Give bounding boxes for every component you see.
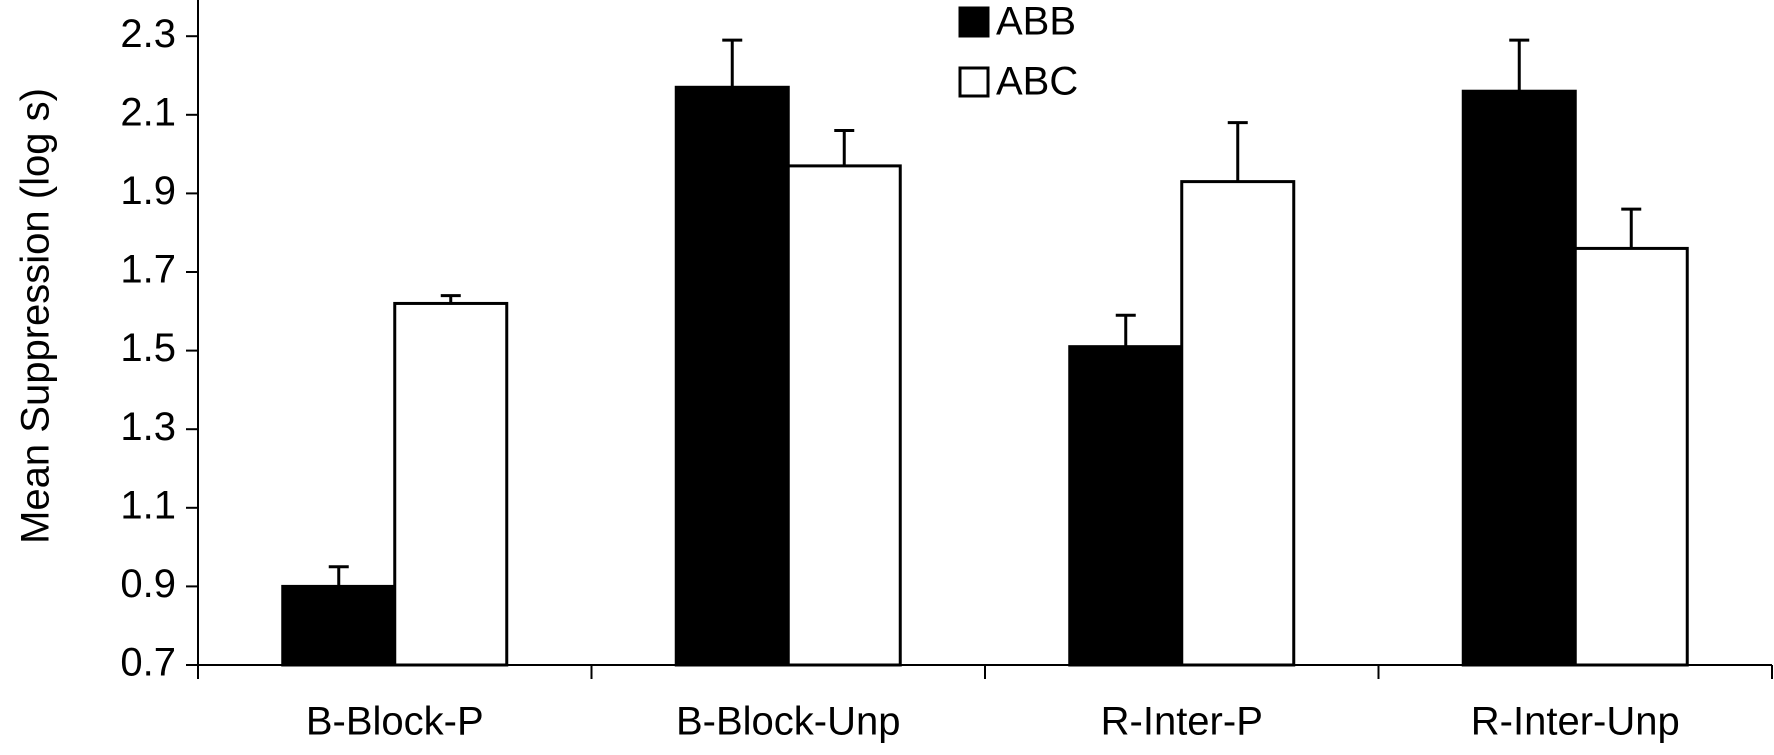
legend-label-abc: ABC (996, 60, 1078, 104)
y-axis-title: Mean Suppression (log s) (14, 88, 58, 544)
y-tick-label-7: 2.1 (120, 90, 176, 134)
legend-swatch-abb (958, 6, 990, 38)
bar-abc-0 (393, 301, 509, 667)
bar-abb-2 (1068, 345, 1184, 667)
bar-abc-3 (1573, 246, 1689, 667)
bar-abb-0 (281, 584, 397, 667)
bar-abb-3 (1461, 89, 1577, 667)
y-tick-label-5: 1.7 (120, 248, 176, 292)
y-tick-label-3: 1.3 (120, 405, 176, 449)
y-tick-label-0: 0.7 (120, 641, 176, 685)
x-category-label-3: R-Inter-Unp (1471, 700, 1680, 744)
x-category-label-0: B-Block-P (306, 700, 484, 744)
legend-swatch-abc (958, 66, 990, 98)
bar-abb-1 (674, 85, 790, 667)
x-category-label-1: B-Block-Unp (676, 700, 901, 744)
y-tick-label-4: 1.5 (120, 326, 176, 370)
legend-label-abb: ABB (996, 0, 1076, 44)
bar-abc-1 (786, 164, 902, 667)
y-tick-label-2: 1.1 (120, 483, 176, 527)
y-tick-label-6: 1.9 (120, 169, 176, 213)
bar-abc-2 (1180, 180, 1296, 667)
y-tick-label-8: 2.3 (120, 12, 176, 56)
y-tick-label-1: 0.9 (120, 562, 176, 606)
x-category-label-2: R-Inter-P (1101, 700, 1263, 744)
